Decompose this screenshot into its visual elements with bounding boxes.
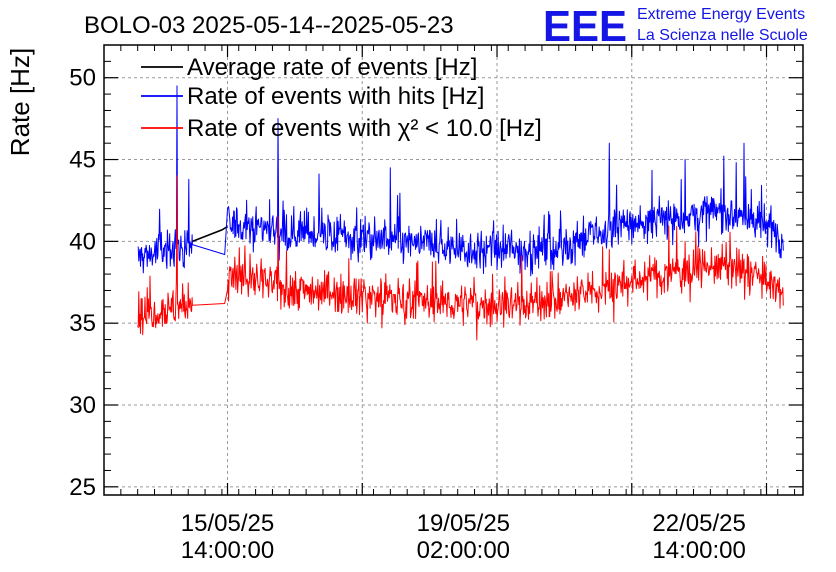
series-2 xyxy=(137,85,784,277)
y-tick-label: 40 xyxy=(69,228,96,255)
logo-text: EEE xyxy=(543,2,627,51)
y-tick-label: 35 xyxy=(69,310,96,337)
series-3 xyxy=(137,175,784,341)
series-layer xyxy=(137,85,784,341)
plot-frame xyxy=(103,44,804,496)
legend-label: Rate of events with hits [Hz] xyxy=(187,83,484,110)
legend-label: Average rate of events [Hz] xyxy=(187,54,477,81)
x-tick-label-date: 15/05/25 xyxy=(181,510,274,537)
eee-logo: EEE Extreme Energy Events La Scienza nel… xyxy=(543,2,808,51)
grid-lines xyxy=(104,45,803,495)
series-line xyxy=(192,225,228,243)
x-tick-label-date: 22/05/25 xyxy=(652,510,745,537)
axes: 25303540455015/05/2514:00:0019/05/2502:0… xyxy=(69,44,804,564)
series-line xyxy=(137,175,784,341)
y-tick-label: 50 xyxy=(69,65,96,92)
series-line xyxy=(137,85,784,277)
y-tick-label: 25 xyxy=(69,474,96,501)
x-tick-label-time: 14:00:00 xyxy=(652,537,745,564)
chart-title: BOLO-03 2025-05-14--2025-05-23 xyxy=(84,12,454,39)
y-tick-label: 30 xyxy=(69,392,96,419)
y-axis-label: Rate [Hz] xyxy=(5,48,35,156)
legend-label: Rate of events with χ² < 10.0 [Hz] xyxy=(187,115,542,142)
x-tick-label-date: 19/05/25 xyxy=(417,510,510,537)
y-tick-label: 45 xyxy=(69,147,96,174)
x-tick-label-time: 02:00:00 xyxy=(417,537,510,564)
x-tick-label-time: 14:00:00 xyxy=(181,537,274,564)
legend: Average rate of events [Hz]Rate of event… xyxy=(141,54,542,142)
logo-line-2: La Scienza nelle Scuole xyxy=(637,27,808,44)
logo-line-1: Extreme Energy Events xyxy=(637,6,805,23)
series-1 xyxy=(192,225,228,243)
